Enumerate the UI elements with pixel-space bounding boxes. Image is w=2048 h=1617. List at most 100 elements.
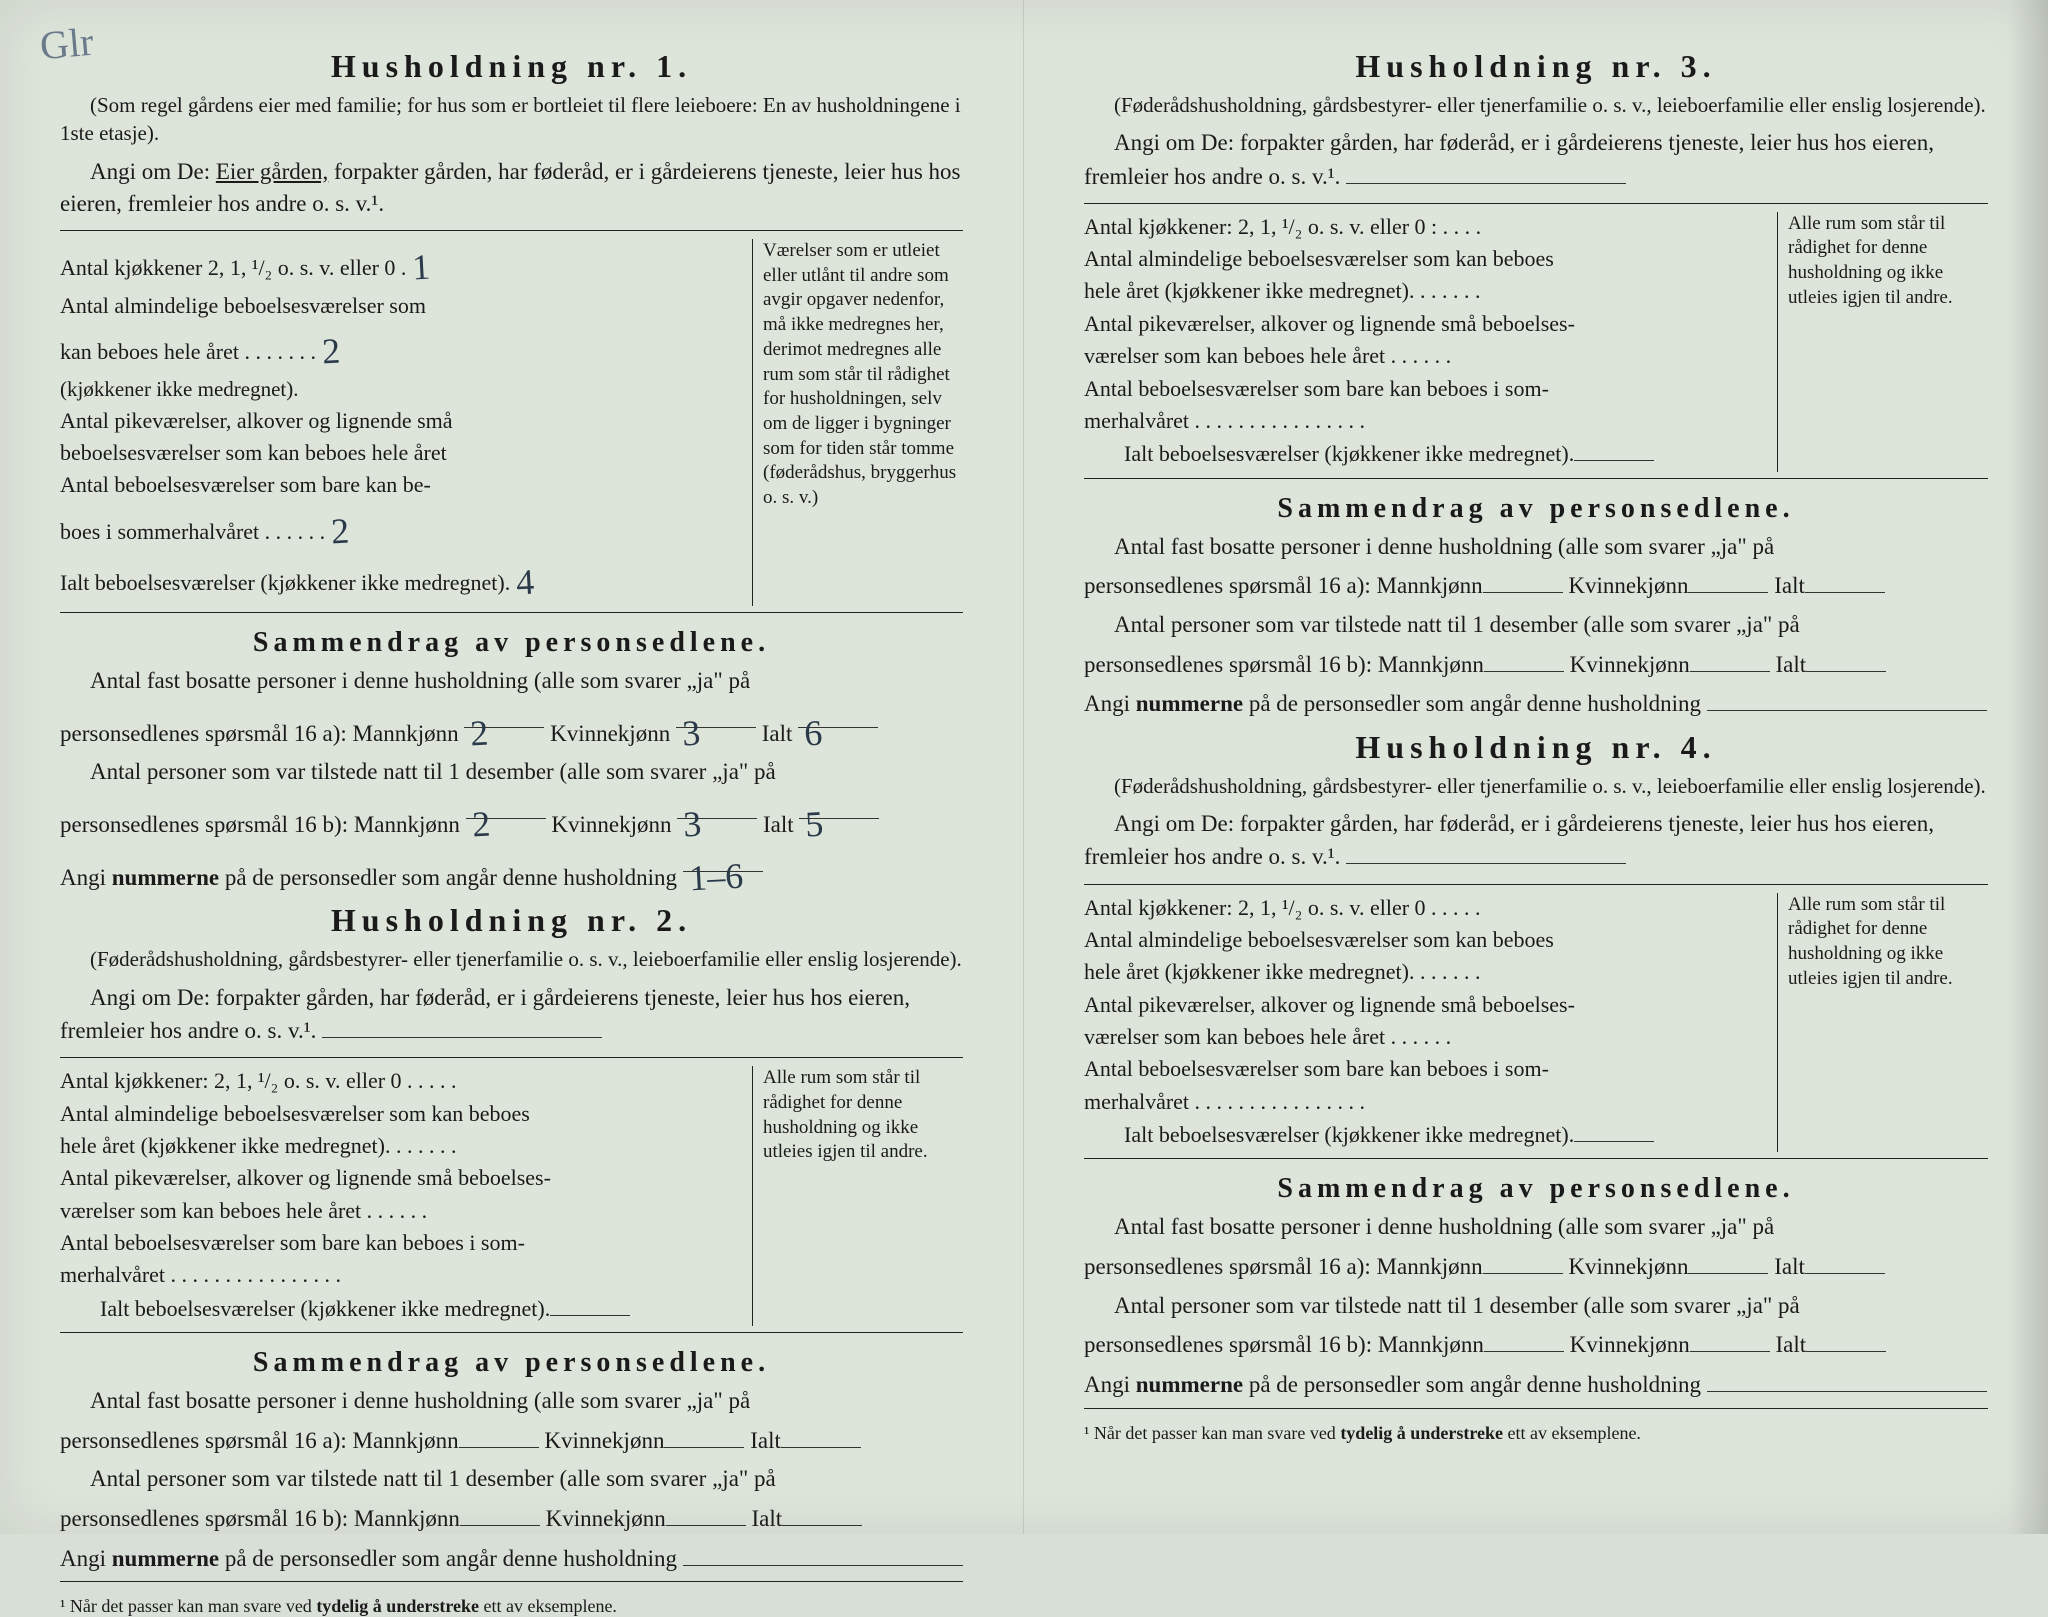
household-4-angi: Angi om De: forpakter gården, har føderå… [1084,808,1988,873]
hw-m1: 2 [469,707,490,759]
rooms-l5: Ialt beboelsesværelser (kjøkkener ikke m… [1084,438,1765,469]
rooms-l3a: Antal pikeværelser, alkover og lignende … [60,1163,740,1193]
rooms-l4a: Antal beboelsesværelser som bare kan be- [60,470,740,500]
hw-summer: 2 [330,506,351,557]
s2a: Antal personer som var tilstede natt til… [60,756,963,789]
angi-pre: Angi om De: [90,159,210,184]
rooms-l1: Antal kjøkkener: 2, 1, ¹/₂ o. s. v. elle… [1084,212,1765,242]
s1a: Antal fast bosatte personer i denne hush… [1084,1211,1988,1244]
rooms-left: Antal kjøkkener: 2, 1, ¹/₂ o. s. v. elle… [60,1066,740,1326]
household-2-intro: (Føderådshusholdning, gårdsbestyrer- ell… [60,945,963,973]
page-left: Husholdning nr. 1. (Som regel gårdens ei… [0,0,1024,1534]
rule [1084,1408,1988,1409]
document-sheet: Glr Husholdning nr. 1. (Som regel gården… [0,0,2048,1534]
rule [60,1581,963,1582]
household-4-summary-head: Sammendrag av personsedlene. [1084,1173,1988,1205]
s2b: personsedlenes spørsmål 16 b): Mannkjønn… [1084,648,1988,682]
household-1-intro: (Som regel gårdens eier med familie; for… [60,91,963,148]
s2b: personsedlenes spørsmål 16 b): Mannkjønn… [1084,1328,1988,1362]
household-4-rooms: Antal kjøkkener: 2, 1, ¹/₂ o. s. v. elle… [1084,893,1988,1153]
household-3-summary-head: Sammendrag av personsedlene. [1084,493,1988,525]
household-1-summary-head: Sammendrag av personsedlene. [60,627,963,659]
household-4-intro: (Føderådshusholdning, gårdsbestyrer- ell… [1084,772,1988,800]
s1b: personsedlenes spørsmål 16 a): Mannkjønn… [1084,569,1988,603]
s1b: personsedlenes spørsmål 16 a): Mannkjønn… [60,704,963,751]
page-edge-shadow [2008,0,2048,1534]
rooms-left: Antal kjøkkener: 2, 1, ¹/₂ o. s. v. elle… [1084,212,1765,472]
s1a: Antal fast bosatte personer i denne hush… [60,665,963,698]
rule [60,612,963,613]
s2a: Antal personer som var tilstede natt til… [60,1463,963,1496]
hw-total: 4 [515,558,536,609]
rooms-l4b: merhalvåret . . . . . . . . . . . . . . … [60,1260,740,1290]
household-1-angi: Angi om De: Eier gården, forpakter gårde… [60,156,963,220]
s2a: Antal personer som var tilstede natt til… [1084,1290,1988,1323]
s1a: Antal fast bosatte personer i denne hush… [1084,531,1988,564]
s1a: Antal fast bosatte personer i denne hush… [60,1385,963,1418]
household-3-rooms: Antal kjøkkener: 2, 1, ¹/₂ o. s. v. elle… [1084,212,1988,472]
rule [1084,203,1988,204]
pencil-annotation: Glr [38,18,95,69]
hw-kitchens: 1 [411,243,432,294]
hw-k2: 3 [682,799,703,851]
rooms-l4b: merhalvåret . . . . . . . . . . . . . . … [1084,406,1765,436]
rooms-l1: Antal kjøkkener: 2, 1, ¹/₂ o. s. v. elle… [1084,893,1765,923]
blank-field [322,1014,602,1038]
angi-underlined: Eier gården, [216,159,328,184]
s1b: personsedlenes spørsmål 16 a): Mannkjønn… [60,1424,963,1458]
rooms-l3a: Antal pikeværelser, alkover og lignende … [1084,990,1765,1020]
rooms-l5: Ialt beboelsesværelser (kjøkkener ikke m… [60,554,740,604]
s3: Angi nummerne på de personsedler som ang… [1084,687,1988,721]
rooms-side-note: Alle rum som står til rådighet for denne… [1777,893,1988,1153]
rule [60,1332,963,1333]
household-3-title: Husholdning nr. 3. [1084,48,1988,85]
rooms-side-note: Alle rum som står til rådighet for denne… [752,1066,963,1326]
rooms-l3a: Antal pikeværelser, alkover og lignende … [1084,309,1765,339]
hw-m2: 2 [471,799,492,851]
rooms-l2a: Antal almindelige beboelsesværelser som … [60,1099,740,1129]
rooms-l3b: værelser som kan beboes hele året . . . … [1084,1022,1765,1052]
rooms-l5: Ialt beboelsesværelser (kjøkkener ikke m… [1084,1119,1765,1150]
household-2-rooms: Antal kjøkkener: 2, 1, ¹/₂ o. s. v. elle… [60,1066,963,1326]
rooms-l2b: hele året (kjøkkener ikke medregnet). . … [1084,276,1765,306]
rooms-l3b: værelser som kan beboes hele året . . . … [1084,341,1765,371]
hw-t1: 6 [803,707,824,759]
hw-t2: 5 [804,799,825,851]
rooms-l2a: Antal almindelige beboelsesværelser som … [1084,925,1765,955]
rooms-l2c: (kjøkkener ikke medregnet). [60,375,740,404]
footnote-left: ¹ Når det passer kan man svare ved tydel… [60,1596,963,1617]
rooms-l2b: kan beboes hele året . . . . . . .2 [60,323,740,373]
hw-k1: 3 [681,707,702,759]
rooms-side-note: Alle rum som står til rådighet for denne… [1777,212,1988,472]
s3: Angi nummerne på de personsedler som ang… [1084,1368,1988,1402]
rooms-left: Antal kjøkkener: 2, 1, ¹/₂ o. s. v. elle… [1084,893,1765,1153]
s3: Angi nummerne på de personsedler som ang… [60,1542,963,1576]
household-1-title: Husholdning nr. 1. [60,48,963,85]
household-3-intro: (Føderådshusholdning, gårdsbestyrer- ell… [1084,91,1988,119]
rule [60,230,963,231]
rule [1084,1158,1988,1159]
rooms-l2b: hele året (kjøkkener ikke medregnet). . … [1084,957,1765,987]
hw-nums: 1–6 [688,850,745,904]
rooms-side-note: Værelser som er utleiet eller utlånt til… [752,239,963,606]
footnote-right: ¹ Når det passer kan man svare ved tydel… [1084,1423,1988,1444]
rooms-left: Antal kjøkkener 2, 1, ¹/₂ o. s. v. eller… [60,239,740,606]
s2b: personsedlenes spørsmål 16 b): Mannkjønn… [60,1502,963,1536]
rooms-l4a: Antal beboelsesværelser som bare kan beb… [60,1228,740,1258]
rule [1084,884,1988,885]
s2a: Antal personer som var tilstede natt til… [1084,609,1988,642]
page-right: Husholdning nr. 3. (Føderådshusholdning,… [1024,0,2048,1534]
rooms-l3b: beboelsesværelser som kan beboes hele år… [60,438,740,468]
rooms-l1: Antal kjøkkener 2, 1, ¹/₂ o. s. v. eller… [60,239,740,289]
rule [1084,478,1988,479]
household-2-title: Husholdning nr. 2. [60,902,963,939]
rooms-l4a: Antal beboelsesværelser som bare kan beb… [1084,1054,1765,1084]
s3: Angi nummerne på de personsedler som ang… [60,848,963,895]
rooms-l4b: merhalvåret . . . . . . . . . . . . . . … [1084,1087,1765,1117]
rooms-l2a: Antal almindelige beboelsesværelser som [60,291,740,321]
rooms-l4b: boes i sommerhalvåret . . . . . .2 [60,503,740,553]
household-2-summary-head: Sammendrag av personsedlene. [60,1347,963,1379]
rooms-l3a: Antal pikeværelser, alkover og lignende … [60,406,740,436]
rooms-l2a: Antal almindelige beboelsesværelser som … [1084,244,1765,274]
rooms-l3b: værelser som kan beboes hele året . . . … [60,1196,740,1226]
